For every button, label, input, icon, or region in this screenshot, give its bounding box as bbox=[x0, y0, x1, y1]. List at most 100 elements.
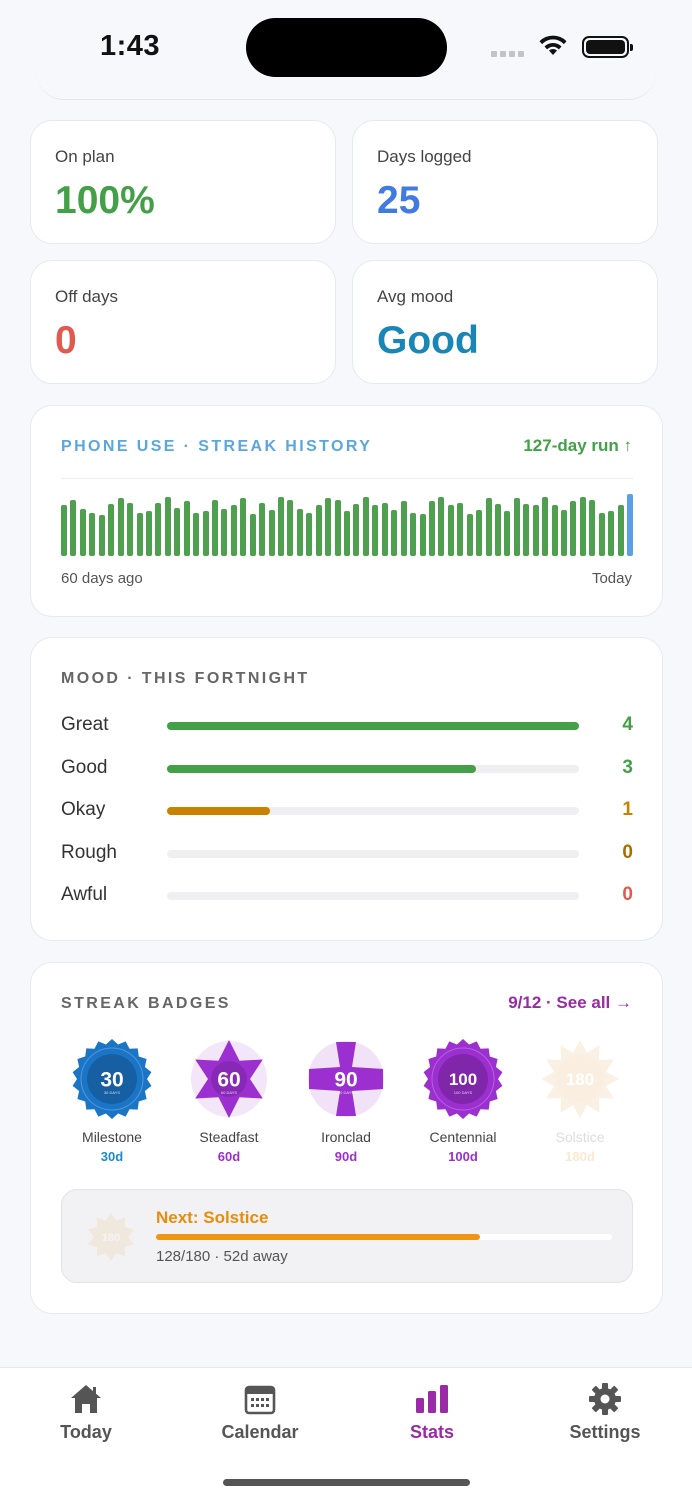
mood-count: 3 bbox=[622, 756, 633, 778]
streak-bar bbox=[155, 502, 162, 556]
mood-bar-track bbox=[167, 764, 579, 773]
streak-bar bbox=[457, 502, 464, 556]
stat-card-on-plan: On plan 100% bbox=[30, 120, 336, 244]
streak-bar bbox=[174, 507, 181, 556]
svg-text:90: 90 bbox=[334, 1069, 357, 1092]
status-bar: 1:43 bbox=[0, 0, 692, 100]
mood-label: Awful bbox=[61, 884, 108, 905]
streak-bar bbox=[410, 512, 416, 556]
svg-text:180: 180 bbox=[102, 1232, 120, 1244]
tab-label: Today bbox=[60, 1422, 112, 1442]
mood-count: 0 bbox=[622, 884, 633, 905]
home-indicator bbox=[223, 1479, 470, 1486]
streak-bar bbox=[117, 497, 124, 556]
streak-bar bbox=[598, 512, 605, 556]
svg-text:60 DAYS: 60 DAYS bbox=[221, 1090, 237, 1095]
stat-value: 25 bbox=[377, 179, 421, 222]
divider bbox=[61, 478, 633, 479]
streak-badges-card: STREAK BADGES 9/12 · See all → 30 30 DAYS… bbox=[30, 962, 663, 1314]
streak-bar bbox=[127, 502, 133, 556]
mood-title: MOOD · THIS FORTNIGHT bbox=[61, 670, 310, 687]
next-badge-icon: 180 bbox=[88, 1213, 134, 1261]
tab-bar: Today Calendar Stats bbox=[0, 1367, 692, 1500]
streak-bar bbox=[193, 512, 200, 556]
badge-name: Solstice bbox=[555, 1129, 605, 1145]
mood-count: 1 bbox=[622, 799, 633, 820]
badge-solstice[interactable]: 180 Solstice 180d bbox=[525, 1039, 635, 1164]
svg-text:30 DAYS: 30 DAYS bbox=[104, 1090, 120, 1095]
mood-label: Good bbox=[61, 756, 108, 778]
streak-bar bbox=[362, 496, 369, 556]
svg-text:100 DAYS: 100 DAYS bbox=[454, 1090, 473, 1095]
streak-bar bbox=[381, 502, 388, 556]
stat-card-avg-mood: Avg mood Good bbox=[352, 260, 658, 384]
streak-bar bbox=[79, 508, 86, 556]
svg-text:60: 60 bbox=[217, 1069, 240, 1092]
stat-card-off-days: Off days 0 bbox=[30, 260, 336, 384]
tab-today[interactable]: Today bbox=[16, 1382, 156, 1443]
next-badge-panel[interactable]: 180 Next: Solstice 128/180 · 52d away bbox=[61, 1189, 633, 1283]
mood-bar-fill bbox=[167, 722, 579, 730]
status-time: 1:43 bbox=[100, 30, 161, 62]
stat-label: Off days bbox=[55, 287, 118, 306]
mood-count: 0 bbox=[622, 841, 633, 863]
streak-bar bbox=[428, 501, 435, 556]
streak-bar bbox=[542, 496, 549, 556]
streak-bar bbox=[344, 511, 350, 556]
badge-name: Steadfast bbox=[199, 1129, 259, 1145]
streak-bar bbox=[296, 508, 303, 556]
mood-row-great: Great 4 bbox=[61, 714, 633, 738]
badge-name: Milestone bbox=[82, 1129, 142, 1145]
streak-bar bbox=[485, 497, 492, 556]
mood-label: Great bbox=[61, 714, 109, 735]
stat-label: Days logged bbox=[377, 147, 472, 166]
mood-card: MOOD · THIS FORTNIGHT Great 4 Good 3 Okay 1 Ro… bbox=[30, 637, 663, 941]
streak-bar bbox=[240, 497, 247, 556]
streak-bar bbox=[551, 505, 558, 556]
streak-bar bbox=[268, 510, 275, 556]
streak-history-title: PHONE USE · STREAK HISTORY bbox=[61, 438, 373, 455]
tab-settings[interactable]: Settings bbox=[535, 1382, 675, 1443]
mood-bar-fill bbox=[167, 807, 270, 815]
badge-milestone[interactable]: 30 30 DAYS Milestone 30d bbox=[57, 1039, 167, 1164]
streak-bar bbox=[627, 494, 633, 556]
wifi-icon bbox=[539, 35, 567, 55]
tab-label: Calendar bbox=[221, 1422, 299, 1442]
axis-end-label: Today bbox=[591, 570, 632, 587]
stat-label: Avg mood bbox=[377, 287, 454, 306]
streak-bar bbox=[325, 497, 332, 556]
axis-start-label: 60 days ago bbox=[61, 570, 143, 587]
calendar-icon bbox=[244, 1385, 276, 1415]
streak-bar bbox=[513, 497, 520, 556]
mood-label: Rough bbox=[61, 841, 117, 863]
badge-medal-icon: 180 bbox=[541, 1040, 619, 1118]
next-badge-progress-fill bbox=[156, 1234, 481, 1240]
streak-history-card[interactable]: PHONE USE · STREAK HISTORY 127-day run ↑… bbox=[30, 405, 663, 617]
mood-bar-track bbox=[167, 722, 579, 730]
svg-text:100: 100 bbox=[449, 1070, 477, 1089]
mood-row-okay: Okay 1 bbox=[61, 799, 633, 823]
badge-centennial[interactable]: 100 100 DAYS Centennial 100d bbox=[408, 1039, 518, 1164]
tab-stats[interactable]: Stats bbox=[362, 1382, 502, 1443]
mood-bar-track bbox=[167, 849, 579, 858]
tab-label: Settings bbox=[569, 1422, 641, 1442]
see-all-badges-link[interactable]: 9/12 · See all → bbox=[508, 993, 632, 1012]
stat-value: Good bbox=[377, 319, 479, 362]
tab-calendar[interactable]: Calendar bbox=[190, 1382, 330, 1443]
gear-icon bbox=[589, 1383, 621, 1415]
badge-steadfast[interactable]: 60 60 DAYS Steadfast 60d bbox=[174, 1039, 284, 1164]
streak-bar bbox=[400, 501, 407, 556]
stats-icon bbox=[416, 1385, 448, 1413]
streak-bar bbox=[61, 505, 67, 556]
streak-bar bbox=[532, 505, 539, 556]
streak-bar bbox=[523, 503, 530, 556]
badge-ironclad[interactable]: 90 90 DAYS Ironclad 90d bbox=[291, 1039, 401, 1164]
streak-bar bbox=[136, 512, 143, 556]
streak-bar bbox=[259, 502, 266, 556]
streak-bar bbox=[447, 505, 454, 556]
streak-bar bbox=[419, 513, 426, 556]
mood-count: 4 bbox=[622, 714, 633, 735]
streak-bar bbox=[183, 501, 190, 556]
